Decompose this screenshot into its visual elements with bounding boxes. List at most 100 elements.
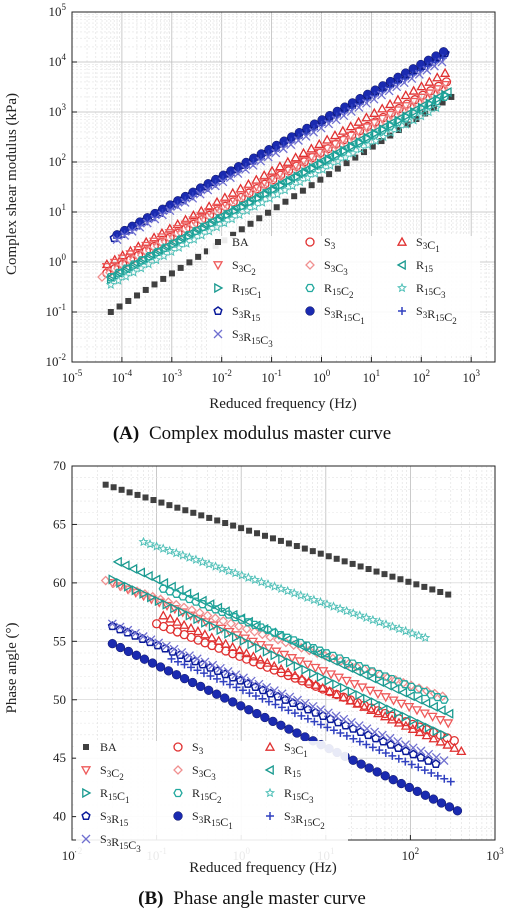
data-point xyxy=(260,712,270,723)
data-point xyxy=(374,669,384,679)
data-point xyxy=(301,664,311,675)
data-point xyxy=(325,714,336,724)
data-point xyxy=(290,152,301,162)
data-point xyxy=(184,223,195,234)
data-point xyxy=(176,228,187,239)
data-point xyxy=(177,606,188,618)
panel-b-series-S3R15 xyxy=(107,621,441,769)
data-point xyxy=(324,154,334,165)
data-point xyxy=(211,196,223,206)
data-point xyxy=(333,673,344,683)
data-point xyxy=(143,570,153,582)
data-point xyxy=(400,680,410,689)
data-point xyxy=(225,680,234,689)
data-point xyxy=(424,101,434,110)
data-point xyxy=(285,175,295,186)
data-point xyxy=(269,535,276,542)
data-point xyxy=(163,666,174,676)
data-point xyxy=(420,766,429,775)
data-point xyxy=(200,657,210,667)
data-point xyxy=(401,740,410,750)
data-point xyxy=(336,729,345,738)
data-point xyxy=(355,727,366,736)
data-point xyxy=(309,127,318,137)
data-point xyxy=(146,635,156,645)
data-point xyxy=(128,267,139,277)
legend-marker-BA xyxy=(215,239,221,245)
data-point xyxy=(390,683,400,695)
data-point xyxy=(249,201,260,211)
data-point xyxy=(262,657,273,667)
data-point xyxy=(297,711,306,720)
data-point xyxy=(423,755,433,765)
data-point xyxy=(147,592,157,603)
data-point xyxy=(107,309,114,315)
data-point xyxy=(329,726,338,735)
panel-a-xtick-label: 10-1 xyxy=(261,368,282,385)
data-point xyxy=(123,625,133,635)
data-point xyxy=(107,621,118,631)
data-point xyxy=(297,641,307,652)
data-point xyxy=(225,173,235,183)
data-point xyxy=(413,685,423,694)
data-point xyxy=(238,686,247,695)
data-point xyxy=(246,197,257,208)
data-point xyxy=(295,638,306,648)
legend-marker-R15C1 xyxy=(82,787,92,799)
legend-label-BA: BA xyxy=(232,235,249,249)
data-point xyxy=(364,763,374,773)
legend-item-BA: BA xyxy=(215,235,249,249)
data-point xyxy=(269,660,280,670)
data-point xyxy=(219,217,230,228)
data-point xyxy=(343,160,350,167)
panel-a-xlabel: Reduced frequency (Hz) xyxy=(209,396,356,412)
legend-label-R15C3: R15C3 xyxy=(416,281,446,300)
data-point xyxy=(310,168,321,179)
data-point xyxy=(173,202,182,212)
data-point xyxy=(392,94,404,104)
data-point xyxy=(269,686,279,696)
data-point xyxy=(205,599,215,610)
data-point xyxy=(226,213,237,224)
data-point xyxy=(123,581,134,592)
data-point xyxy=(236,192,246,203)
data-point xyxy=(343,662,354,673)
data-point xyxy=(274,630,284,642)
data-point xyxy=(400,89,411,100)
legend-label-S3: S3 xyxy=(192,740,204,756)
data-point xyxy=(166,581,176,592)
data-point xyxy=(112,235,122,245)
panel-a-series-S3R15C3 xyxy=(112,57,447,245)
panel-a-data-points xyxy=(97,47,455,315)
data-point xyxy=(316,158,327,169)
data-point xyxy=(359,701,370,711)
data-point xyxy=(369,94,379,104)
data-point xyxy=(426,690,436,699)
data-point xyxy=(324,119,334,129)
data-point xyxy=(340,145,350,156)
data-point xyxy=(302,172,313,183)
data-point xyxy=(168,232,179,243)
data-point xyxy=(424,749,434,759)
data-point xyxy=(363,730,373,740)
data-point xyxy=(247,639,257,650)
data-point xyxy=(144,251,155,261)
data-point xyxy=(395,127,402,134)
panel-b-ytick-label: 40 xyxy=(53,809,66,824)
panel-a-xtick-label: 10-5 xyxy=(62,368,83,385)
data-point xyxy=(195,189,205,199)
legend-marker-S3R15C3 xyxy=(213,329,223,339)
panel-a-ytick-label: 103 xyxy=(49,102,67,119)
data-point xyxy=(385,733,395,743)
data-point xyxy=(203,559,215,569)
data-point xyxy=(198,512,205,519)
data-point xyxy=(422,65,432,75)
data-point xyxy=(178,619,190,629)
data-point xyxy=(219,677,228,686)
legend-marker-S3C1 xyxy=(396,236,408,246)
data-point xyxy=(404,702,415,713)
panel-b-series-R15C1 xyxy=(108,574,450,740)
data-point xyxy=(134,491,141,498)
data-point xyxy=(203,185,213,195)
